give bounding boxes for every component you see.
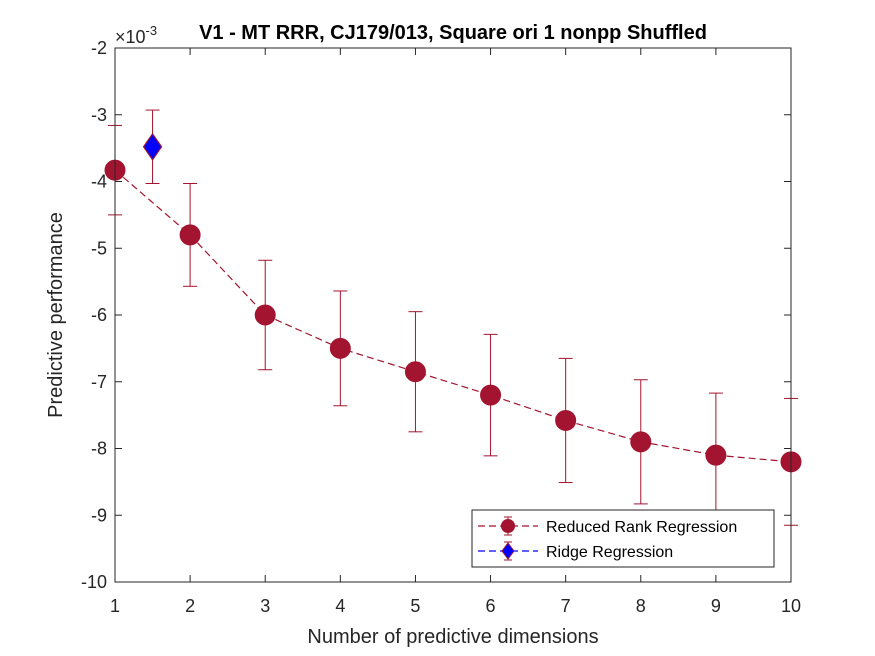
x-tick-label: 9: [711, 596, 721, 616]
legend-box: [471, 509, 775, 568]
y-tick-label: -3: [91, 105, 107, 125]
x-tick-label: 5: [410, 596, 420, 616]
data-point: [179, 224, 201, 246]
legend-marker: [501, 542, 515, 560]
y-tick-label: -5: [91, 238, 107, 258]
y-tick-label: -7: [91, 372, 107, 392]
y-axis-title: Predictive performance: [45, 212, 67, 418]
x-tick-label: 10: [781, 596, 801, 616]
data-point: [142, 132, 163, 161]
y-exponent-base: ×10: [115, 27, 146, 47]
y-tick-label: -6: [91, 305, 107, 325]
data-point: [555, 409, 577, 431]
chart-title: V1 - MT RRR, CJ179/013, Square ori 1 non…: [199, 22, 707, 44]
y-tick-label: -10: [81, 572, 107, 592]
legend-marker: [501, 519, 515, 533]
x-tick-label: 2: [185, 596, 195, 616]
data-point: [480, 384, 502, 406]
y-tick-label: -4: [91, 172, 107, 192]
plot-area: [115, 48, 791, 582]
legend: Reduced Rank Regression Ridge Regression: [471, 509, 775, 568]
y-tick-label: -8: [91, 439, 107, 459]
series-line: [114, 169, 792, 463]
legend-label: Ridge Regression: [546, 544, 673, 561]
data-point: [404, 361, 426, 383]
x-tick-label: 3: [260, 596, 270, 616]
data-point: [329, 337, 351, 359]
data-layer: [104, 109, 802, 526]
data-point: [254, 304, 276, 326]
data-point: [630, 431, 652, 453]
x-tick-label: 7: [561, 596, 571, 616]
x-tick-label: 1: [110, 596, 120, 616]
y-tick-label: -2: [91, 38, 107, 58]
axes-layer: 1 2 3 4 5 6 7 8 9 10 -2 -3 -4 -5 -6 -7 -8 -9 -10: [81, 38, 801, 616]
y-exponent-power: -3: [146, 23, 158, 38]
x-tick-label: 6: [486, 596, 496, 616]
legend-label: Reduced Rank Regression: [546, 519, 737, 536]
y-exponent-label: ×10-3: [115, 23, 157, 47]
x-tick-label: 4: [335, 596, 345, 616]
x-axis-title: Number of predictive dimensions: [307, 626, 598, 648]
y-tick-label: -9: [91, 505, 107, 525]
data-point: [705, 444, 727, 466]
x-tick-label: 8: [636, 596, 646, 616]
